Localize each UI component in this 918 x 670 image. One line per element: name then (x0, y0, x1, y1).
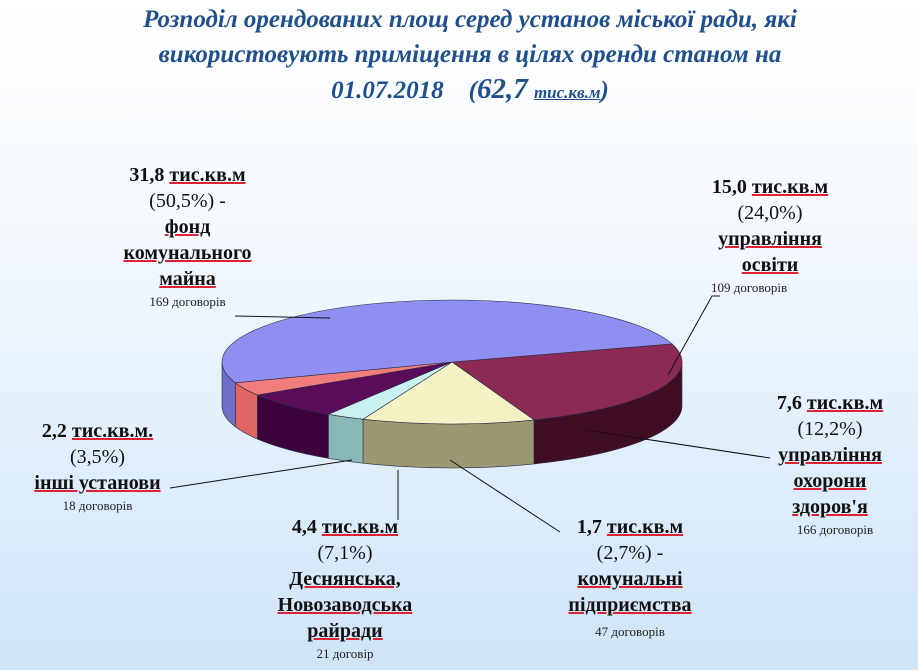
label-fund-name-3: майна (159, 268, 216, 290)
pie-sides (221, 361, 683, 469)
label-communal-unit: тис.кв.м (606, 516, 684, 538)
pie-slice-fund (221, 299, 673, 384)
pie-slice-health (362, 361, 535, 425)
label-health: 7,6 тис.кв.м (12,2%) управління охорони … (755, 390, 905, 540)
label-fund: 31,8 тис.кв.м (50,5%) - фонд комунальног… (100, 162, 275, 312)
title-line-1: Розподіл орендованих площ серед установ … (143, 6, 797, 33)
pie-slice-districts (256, 361, 453, 415)
label-districts-name-3: райради (307, 620, 383, 642)
label-districts: 4,4 тис.кв.м (7,1%) Деснянська, Новозаво… (250, 514, 440, 664)
label-other-percent: (3,5%) (70, 446, 125, 468)
chart-title: Розподіл орендованих площ серед установ … (60, 2, 880, 110)
label-districts-value: 4,4 (291, 516, 317, 538)
label-communal-name-1: комунальні (577, 568, 683, 590)
title-line-3: 01.07.2018 (62,7 тис.кв.м) (331, 73, 609, 105)
label-health-percent: (12,2%) (797, 418, 863, 440)
pie-side-health (362, 418, 535, 469)
label-education-unit: тис.кв.м (751, 176, 829, 198)
leader-line-other (169, 459, 353, 489)
leader-line-health (584, 429, 771, 459)
label-fund-contracts: 169 договорів (149, 294, 226, 309)
leader-line-communal (449, 459, 561, 533)
title-unit: тис.кв.м (533, 83, 601, 102)
pie-tops (221, 299, 683, 425)
label-health-value: 7,6 (776, 392, 802, 414)
leader-lines (169, 295, 771, 533)
label-health-name-2: охорони (793, 470, 867, 492)
label-fund-value: 31,8 (129, 164, 165, 186)
label-health-contracts: 166 договорів (796, 522, 874, 537)
title-total: 62,7 (476, 73, 528, 105)
label-communal-percent: (2,7%) - (596, 542, 664, 564)
label-districts-percent: (7,1%) (317, 542, 373, 564)
label-districts-unit: тис.кв.м (321, 516, 399, 538)
title-line-2: використовують приміщення в цілях оренди… (158, 41, 782, 68)
label-fund-name-2: комунального (123, 242, 252, 264)
label-districts-name-1: Деснянська, (289, 568, 401, 590)
label-other-value: 2,2 (41, 420, 67, 442)
label-education-name-2: освіти (741, 254, 799, 276)
label-fund-name-1: фонд (164, 216, 211, 238)
label-health-name-1: управління (778, 444, 882, 466)
label-communal: 1,7 тис.кв.м (2,7%) - комунальні підприє… (545, 514, 715, 642)
label-other: 2,2 тис.кв.м. (3,5%) інші установи 18 до… (10, 418, 185, 516)
label-other-name-1: інші установи (34, 472, 161, 494)
label-districts-contracts: 21 договір (316, 646, 374, 661)
label-education: 15,0 тис.кв.м (24,0%) управління освіти … (685, 174, 855, 298)
label-fund-unit: тис.кв.м (169, 164, 246, 186)
label-education-name-1: управління (718, 228, 822, 250)
label-districts-name-2: Новозаводська (277, 594, 413, 616)
label-communal-name-2: підприємства (568, 594, 692, 616)
label-education-value: 15,0 (711, 176, 747, 198)
title-date: 01.07.2018 (331, 77, 444, 104)
label-education-percent: (24,0%) (737, 202, 803, 224)
label-health-unit: тис.кв.м (806, 392, 884, 414)
label-communal-value: 1,7 (576, 516, 602, 538)
label-fund-percent: (50,5%) - (149, 190, 226, 212)
label-communal-contracts: 47 договорів (595, 624, 665, 639)
pie-slice-education (451, 343, 683, 421)
leader-line-education (667, 295, 720, 376)
label-health-name-3: здоров'я (792, 496, 868, 518)
label-education-contracts: 109 договорів (711, 280, 788, 295)
leader-line-fund (234, 315, 331, 319)
pie-side-communal (328, 413, 364, 464)
label-other-unit: тис.кв.м. (71, 420, 154, 442)
label-other-contracts: 18 договорів (62, 498, 133, 513)
